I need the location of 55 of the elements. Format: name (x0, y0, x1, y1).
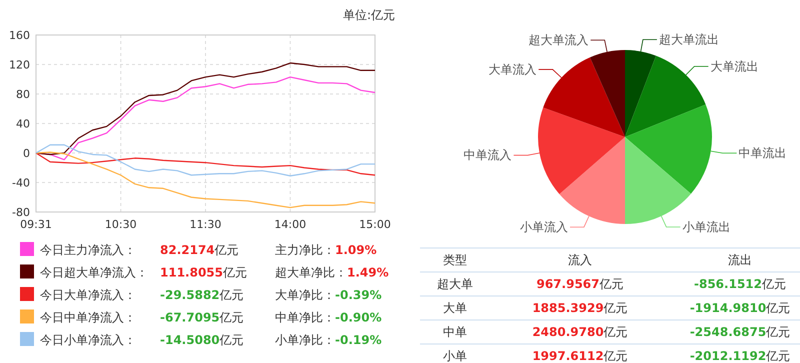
slice-label: 小单流入 (520, 220, 568, 234)
y-tick-label: 160 (9, 29, 30, 42)
text: -1914.9810亿元 (690, 301, 790, 315)
category-label: 流出 (728, 253, 752, 267)
text: 2480.9780亿元 (532, 325, 628, 339)
category-label: 大单 (443, 301, 467, 315)
legend-label: 今日主力净流入： (40, 243, 136, 257)
text: 超大单净比：1.49% (275, 266, 389, 280)
slice-label: 大单流出 (710, 59, 758, 74)
slice-label: 大单流入 (488, 62, 537, 76)
category-label: 超大单 (437, 277, 473, 291)
text: 967.9567亿元 (536, 277, 624, 291)
slice-label: 中单流入 (464, 148, 512, 162)
line-series (35, 152, 376, 176)
pie-slice (625, 56, 706, 137)
text: 中单净比：-0.90% (275, 310, 382, 324)
y-tick-label: 80 (16, 88, 30, 101)
text: -2012.1192亿元 (690, 349, 790, 363)
legend-label: 今日大单净流入： (40, 288, 136, 302)
y-tick-label: 40 (16, 118, 30, 130)
y-tick-label: 120 (9, 58, 30, 72)
text: 主力净比：1.09% (275, 243, 377, 257)
category-label: 小单 (443, 349, 467, 363)
text: 1997.6112亿元 (532, 349, 628, 363)
text: 82.2174亿元 (160, 243, 239, 257)
x-tick-label: 10:30 (104, 218, 137, 231)
text: 111.8055亿元 (160, 266, 248, 280)
text: 大单净比：-0.39% (275, 288, 382, 302)
text: -856.1512亿元 (694, 277, 786, 291)
text: -2548.6875亿元 (690, 325, 790, 339)
legend-label: 今日小单净流入： (40, 333, 136, 347)
x-tick-label: 15:00 (359, 218, 391, 231)
x-tick-label: 14:00 (274, 218, 306, 231)
legend-label: 今日超大单净流入： (40, 266, 148, 280)
line-series (35, 152, 376, 208)
text: -14.5080亿元 (160, 333, 244, 347)
y-tick-label: -80 (12, 206, 30, 219)
category-label: 流入 (568, 253, 592, 267)
y-tick-label: 0 (23, 147, 30, 160)
text: 小单净比：-0.19% (275, 333, 382, 347)
slice-label: 小单流出 (682, 220, 730, 234)
x-tick-label: 09:31 (20, 218, 52, 231)
text: 1885.3929亿元 (532, 301, 628, 315)
slice-label: 中单流出 (738, 146, 787, 160)
y-tick-label: -40 (12, 176, 30, 190)
slice-label: 超大单流出 (658, 32, 719, 47)
text: -67.7095亿元 (160, 310, 244, 324)
x-tick-label: 11:30 (190, 218, 222, 231)
text: 单位:亿元 (342, 8, 395, 22)
line-series (35, 144, 376, 176)
category-label: 中单 (443, 325, 467, 339)
legend-label: 今日中单净流入： (40, 310, 136, 324)
slice-label: 超大单流入 (528, 33, 589, 48)
category-label: 类型 (443, 253, 467, 267)
text: -29.5882亿元 (160, 288, 244, 302)
